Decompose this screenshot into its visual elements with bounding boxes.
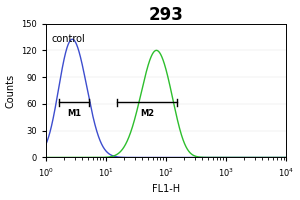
Text: M2: M2 [140, 109, 154, 118]
Text: control: control [52, 34, 86, 44]
Y-axis label: Counts: Counts [6, 74, 16, 108]
Title: 293: 293 [149, 6, 184, 24]
Text: M1: M1 [67, 109, 81, 118]
X-axis label: FL1-H: FL1-H [152, 184, 180, 194]
